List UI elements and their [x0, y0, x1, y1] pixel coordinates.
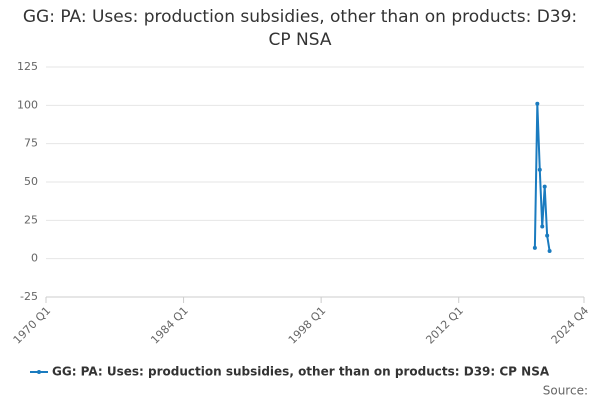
x-tick-label: 1970 Q1: [11, 304, 54, 347]
point: [535, 101, 540, 106]
legend-dot: [37, 370, 41, 374]
y-tick-label: 75: [24, 137, 38, 150]
y-tick-label: 100: [17, 98, 38, 111]
point: [542, 184, 547, 189]
x-tick-label: 1984 Q1: [148, 304, 191, 347]
y-tick-label: -25: [20, 290, 38, 303]
point: [537, 167, 542, 172]
point: [547, 249, 552, 253]
chart-title: GG: PA: Uses: production subsidies, othe…: [22, 7, 578, 50]
point: [532, 245, 537, 250]
y-tick-label: 0: [31, 252, 38, 265]
source: Source:: [543, 384, 588, 398]
y-tick-label: 125: [17, 60, 38, 73]
series-line: [533, 103, 551, 252]
y-tick-label: 25: [24, 213, 38, 226]
point: [545, 233, 550, 238]
x-tick-label: 2024 Q4: [549, 304, 592, 347]
point: [540, 224, 545, 229]
legend-label: GG: PA: Uses: production subsidies, othe…: [52, 365, 550, 379]
x-tick-label: 2012 Q1: [423, 304, 466, 347]
x-tick-label: 1998 Q1: [286, 304, 329, 347]
y-tick-label: 50: [24, 175, 38, 188]
